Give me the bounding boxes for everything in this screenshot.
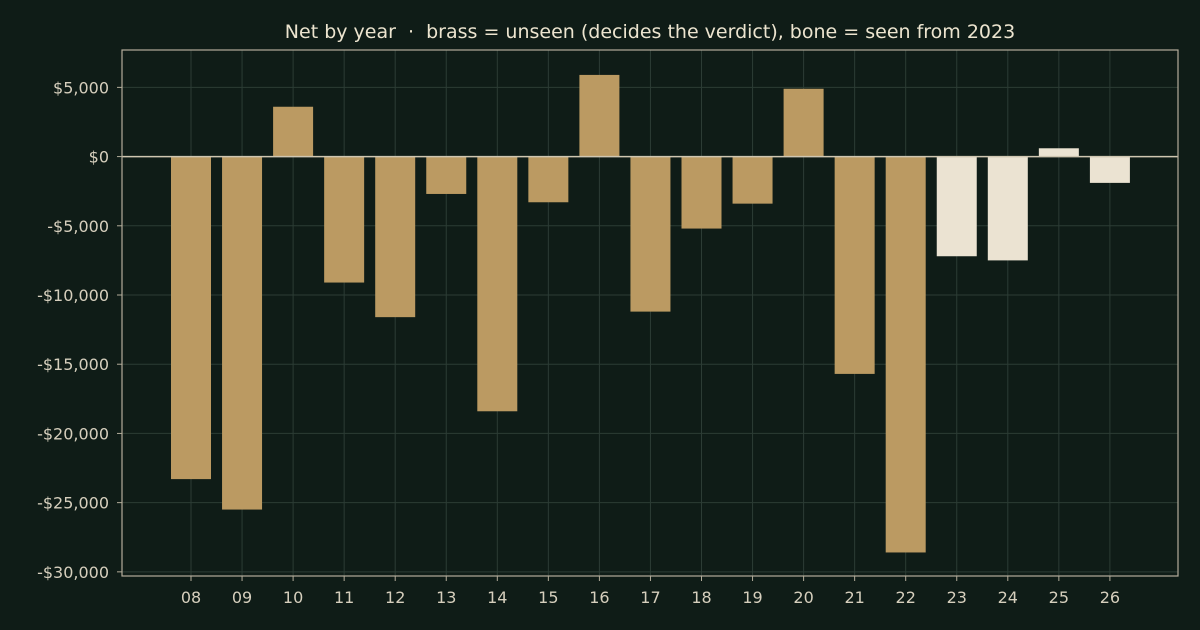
- bar-13: [426, 156, 467, 194]
- x-tick-label: 23: [947, 588, 967, 607]
- y-tick-label: $0: [89, 148, 109, 167]
- bar-23: [936, 156, 977, 257]
- chart-title: Net by year · brass = unseen (decides th…: [285, 21, 1015, 43]
- x-tick-label: 21: [844, 588, 864, 607]
- x-tick-label: 13: [436, 588, 456, 607]
- y-tick-label: -$20,000: [37, 424, 109, 443]
- bar-15: [528, 156, 569, 203]
- bar-09: [222, 156, 263, 510]
- x-tick-label: 25: [1049, 588, 1069, 607]
- plot-frame: [121, 49, 1179, 577]
- y-tick-label: -$5,000: [47, 217, 109, 236]
- y-tick-label: -$15,000: [37, 355, 109, 374]
- bar-08: [171, 156, 211, 480]
- x-tick-label: 22: [896, 588, 916, 607]
- x-tick-label: 18: [691, 588, 711, 607]
- x-tick-label: 20: [793, 588, 813, 607]
- bar-12: [375, 156, 416, 318]
- axes: [117, 49, 1179, 581]
- bar-19: [732, 156, 773, 204]
- bar-24: [987, 156, 1028, 261]
- x-tick-label: 08: [181, 588, 201, 607]
- bar-21: [834, 156, 875, 374]
- y-tick-label: -$25,000: [37, 494, 109, 513]
- y-tick-labels: $5,000 $0 -$5,000 -$10,000 -$15,000 -$20,000 -…: [37, 78, 109, 581]
- x-tick-label: 10: [283, 588, 303, 607]
- x-tick-label: 26: [1100, 588, 1120, 607]
- bar-14: [477, 156, 518, 412]
- bar-16: [579, 74, 620, 157]
- y-tick-label: -$30,000: [37, 563, 109, 582]
- bar-20: [783, 88, 824, 157]
- bar-22: [885, 156, 926, 553]
- x-tick-label: 24: [998, 588, 1018, 607]
- y-tick-label: $5,000: [53, 78, 109, 97]
- bar-25: [1038, 148, 1079, 157]
- bar-10: [273, 106, 314, 157]
- y-tick-label: -$10,000: [37, 286, 109, 305]
- x-tick-label: 15: [538, 588, 558, 607]
- x-tick-label: 16: [589, 588, 609, 607]
- x-tick-label: 11: [334, 588, 354, 607]
- bar-26: [1089, 156, 1130, 183]
- x-tick-label: 12: [385, 588, 405, 607]
- x-tick-label: 14: [487, 588, 507, 607]
- bar-18: [681, 156, 722, 229]
- bar-17: [630, 156, 671, 312]
- x-tick-label: 09: [232, 588, 252, 607]
- x-tick-labels: 08 09 10 11 12 13 14 15 16 17 18 19 20 21 22 23 24 25 26: [181, 588, 1120, 607]
- x-tick-label: 17: [640, 588, 660, 607]
- x-tick-label: 19: [742, 588, 762, 607]
- bar-11: [324, 156, 365, 283]
- bar-series: [171, 74, 1130, 553]
